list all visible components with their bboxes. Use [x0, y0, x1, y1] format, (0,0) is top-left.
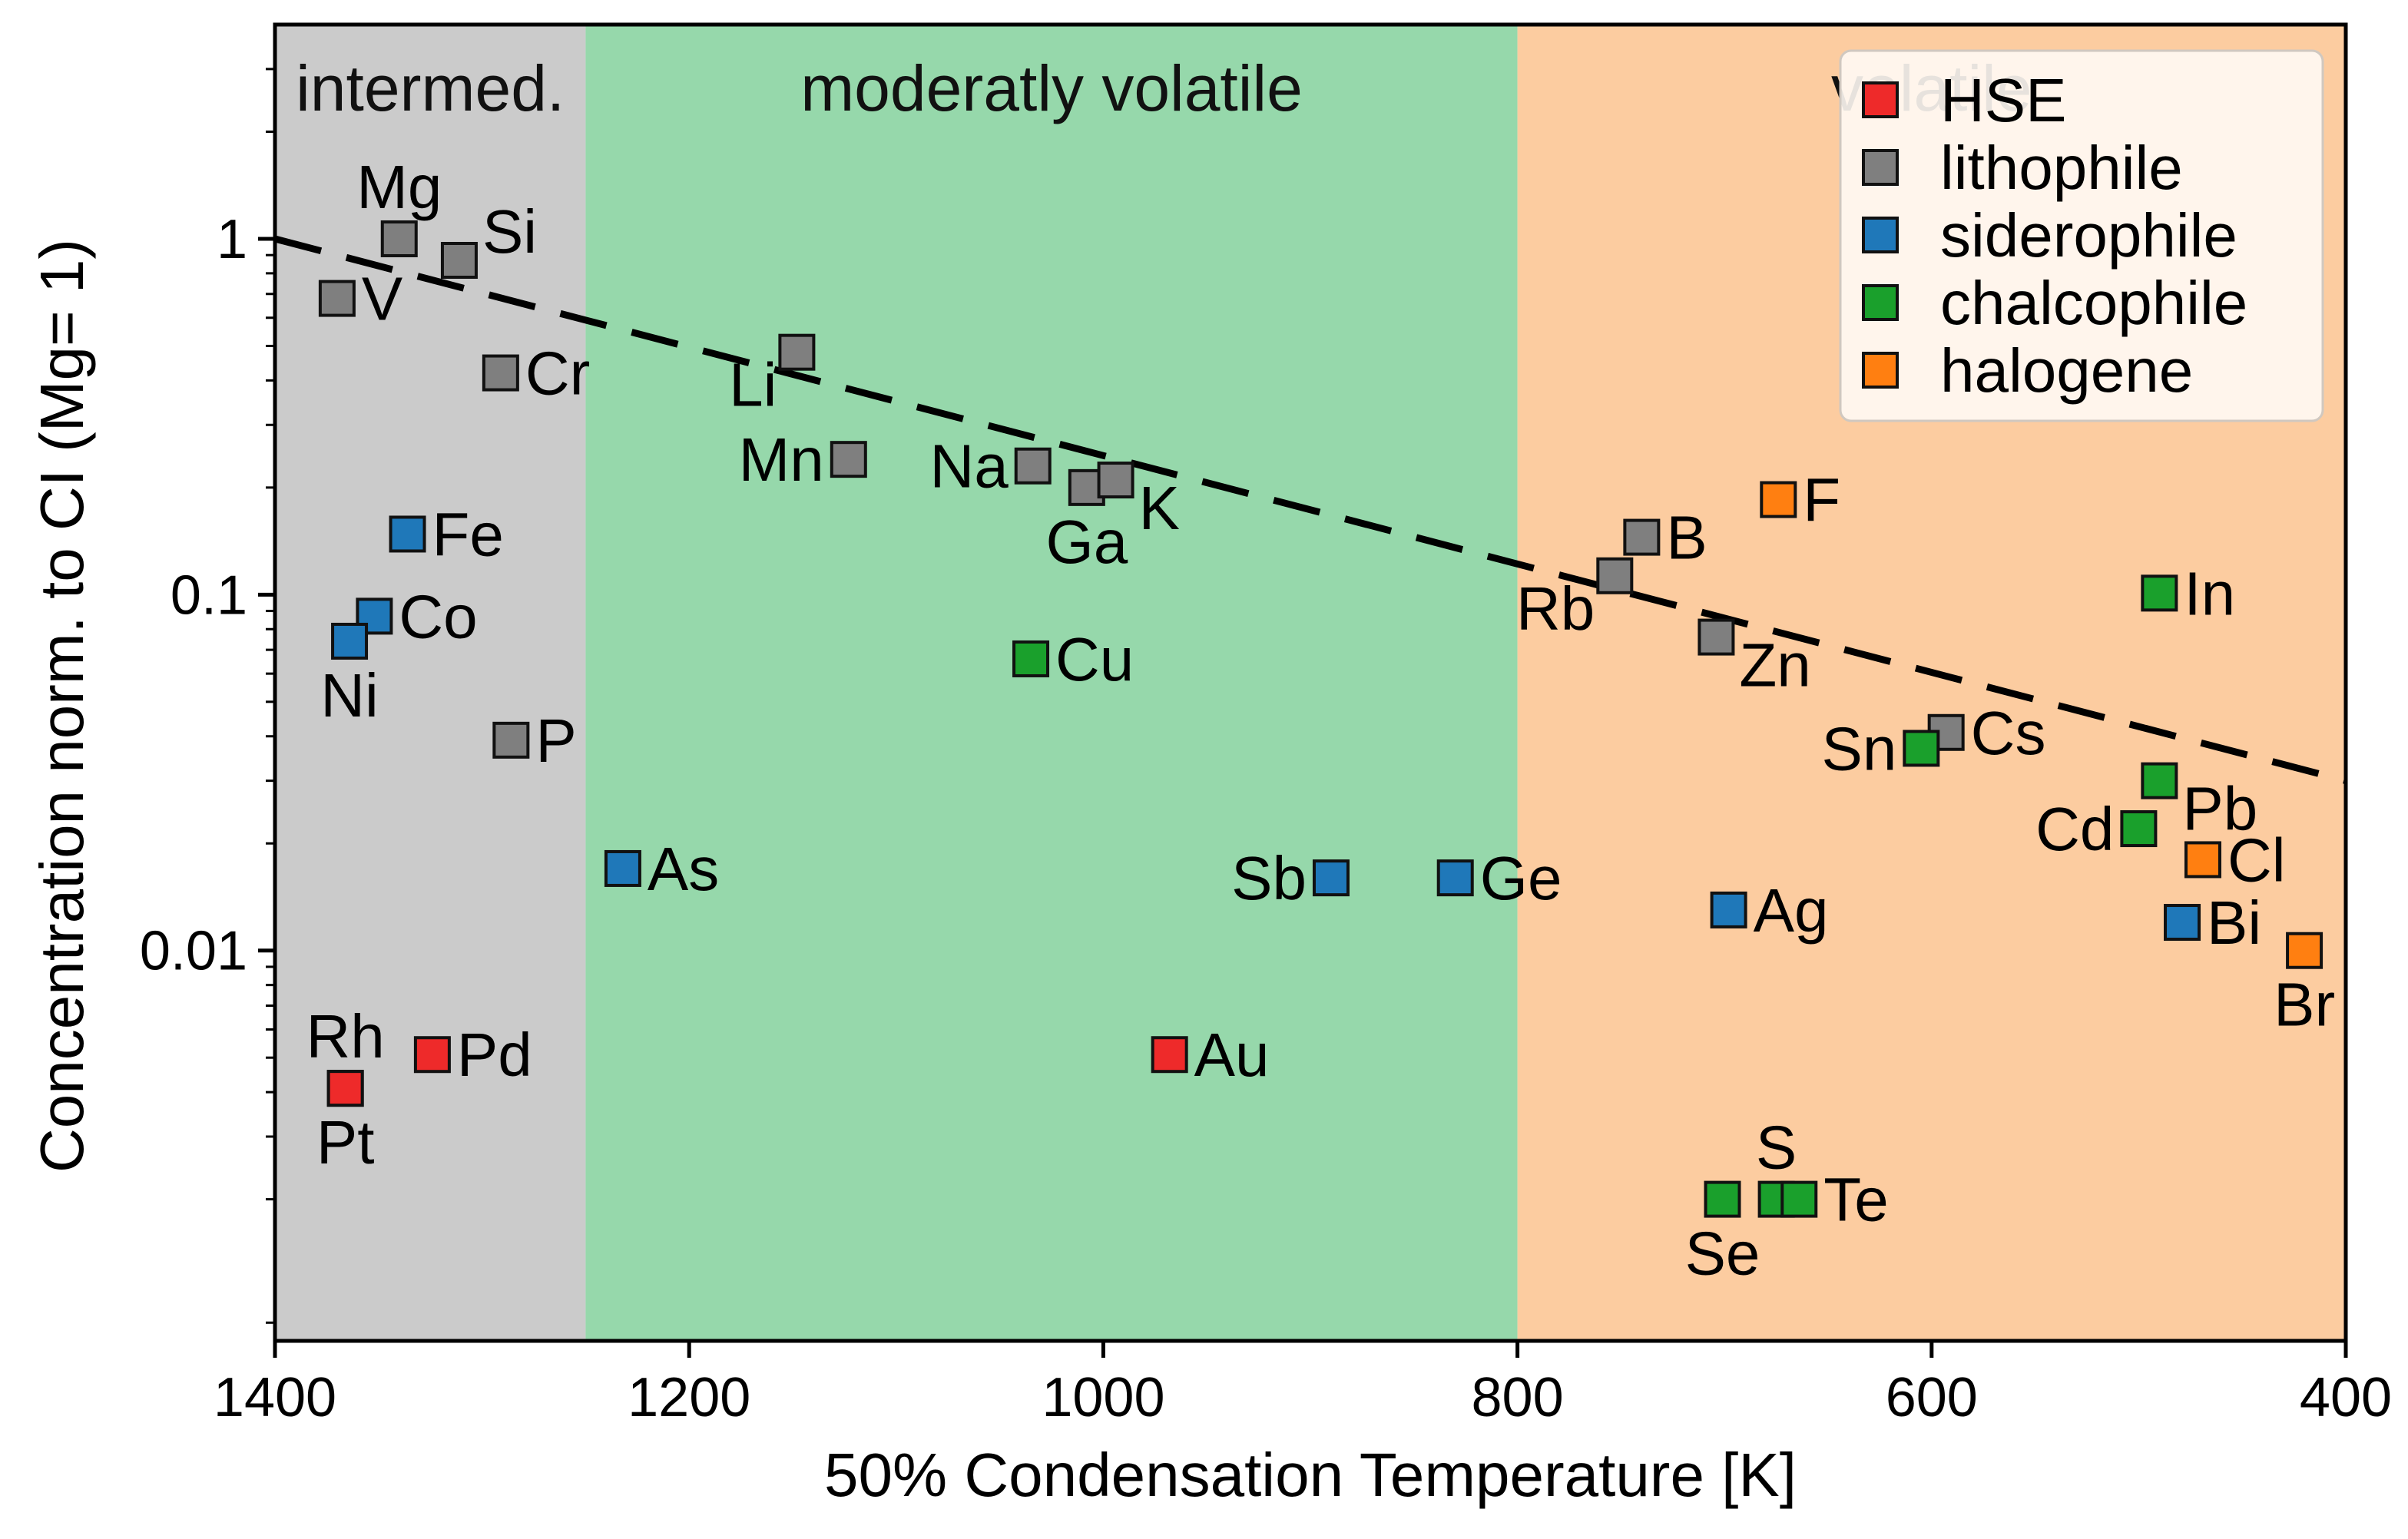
point-label-se: Se: [1685, 1220, 1760, 1288]
point-marker-au: [1153, 1038, 1187, 1071]
point-marker-mn: [832, 442, 866, 476]
point-marker-pd: [416, 1038, 449, 1071]
x-tick-label-3: 800: [1472, 1367, 1564, 1428]
legend: HSElithophilesiderophilechalcophilehalog…: [1840, 51, 2323, 421]
point-label-li: Li: [729, 351, 777, 419]
point-label-bi: Bi: [2207, 889, 2261, 957]
point-label-mg: Mg: [356, 153, 442, 221]
point-marker-te: [1782, 1183, 1816, 1216]
legend-label-lithophile: lithophile: [1940, 134, 2183, 202]
point-label-zn: Zn: [1739, 631, 1810, 700]
point-marker-li: [780, 336, 813, 369]
point-label-ag: Ag: [1754, 876, 1829, 945]
region-label-1: moderatly volatile: [800, 52, 1303, 124]
x-axis-title: 50% Condensation Temperature [K]: [824, 1441, 1797, 1509]
legend-marker-HSE: [1863, 83, 1897, 117]
point-label-v: V: [362, 265, 403, 333]
point-label-au: Au: [1194, 1021, 1270, 1089]
point-marker-pt: [329, 1071, 363, 1105]
point-label-p: P: [535, 707, 576, 775]
legend-label-HSE: HSE: [1940, 66, 2067, 134]
x-axis-ticks: 1400 1200 1000 800 600 400: [214, 1341, 2392, 1428]
x-tick-label-4: 600: [1886, 1367, 1978, 1428]
point-marker-ag: [1712, 893, 1746, 927]
point-label-sb: Sb: [1231, 844, 1307, 912]
point-marker-na: [1016, 449, 1050, 483]
point-marker-bi: [2165, 905, 2199, 939]
point-label-cu: Cu: [1055, 625, 1134, 693]
point-marker-v: [320, 282, 354, 316]
point-label-sn: Sn: [1821, 714, 1896, 783]
point-marker-cd: [2121, 812, 2155, 846]
point-label-f: F: [1803, 466, 1840, 535]
x-tick-label-0: 1400: [214, 1367, 336, 1428]
point-label-cs: Cs: [1971, 699, 2046, 767]
point-label-te: Te: [1823, 1166, 1889, 1234]
point-label-b: B: [1666, 504, 1707, 572]
point-label-ga: Ga: [1045, 508, 1128, 576]
region-label-0: intermed.: [296, 52, 565, 124]
point-marker-p: [494, 723, 528, 757]
legend-label-siderophile: siderophile: [1940, 201, 2237, 270]
point-marker-zn: [1699, 621, 1733, 654]
point-marker-mg: [383, 222, 416, 256]
legend-marker-siderophile: [1863, 218, 1897, 252]
legend-marker-lithophile: [1863, 151, 1897, 184]
point-label-br: Br: [2274, 971, 2335, 1039]
point-marker-in: [2142, 576, 2176, 610]
x-tick-label-1: 1200: [628, 1367, 750, 1428]
point-marker-ge: [1439, 861, 1472, 895]
point-label-fe: Fe: [432, 500, 504, 568]
point-label-mn: Mn: [739, 425, 824, 494]
point-label-ge: Ge: [1480, 844, 1562, 912]
point-marker-f: [1761, 483, 1795, 517]
legend-label-chalcophile: chalcophile: [1940, 269, 2247, 337]
point-label-ni: Ni: [320, 661, 379, 730]
point-marker-ni: [333, 624, 366, 658]
point-label-pt: Pt: [316, 1108, 375, 1177]
point-marker-b: [1625, 521, 1658, 554]
point-marker-sb: [1314, 861, 1348, 895]
point-marker-sn: [1904, 731, 1938, 765]
point-label-k: K: [1139, 474, 1180, 542]
y-tick-label-1: 0.1: [171, 564, 247, 626]
y-axis-ticks: 1 0.1 0.01: [140, 69, 275, 1322]
point-label-na: Na: [929, 432, 1009, 501]
point-label-s: S: [1756, 1114, 1797, 1182]
point-label-si: Si: [482, 197, 537, 266]
point-label-cr: Cr: [525, 339, 590, 408]
x-tick-label-5: 400: [2300, 1367, 2392, 1428]
point-marker-se: [1706, 1183, 1740, 1216]
point-label-pd: Pd: [457, 1021, 532, 1089]
point-marker-cu: [1014, 642, 1048, 676]
point-marker-cl: [2186, 842, 2220, 876]
point-marker-fe: [391, 517, 425, 551]
point-marker-rb: [1598, 559, 1631, 593]
point-label-rh: Rh: [306, 1002, 385, 1071]
point-marker-br: [2287, 934, 2321, 968]
chart: intermed.moderatly volatilevolatile MgSi…: [0, 0, 2408, 1539]
point-marker-as: [606, 852, 640, 885]
y-tick-label-0: 1: [217, 209, 247, 270]
y-tick-label-2: 0.01: [140, 921, 247, 982]
point-label-as: As: [648, 835, 719, 903]
region-1: [585, 25, 1517, 1341]
point-marker-cr: [484, 356, 518, 390]
point-label-cl: Cl: [2227, 826, 2286, 894]
legend-marker-chalcophile: [1863, 286, 1897, 319]
point-marker-k: [1099, 463, 1133, 497]
legend-label-halogene: halogene: [1940, 336, 2193, 405]
point-label-in: In: [2184, 559, 2235, 627]
y-axis-title: Concentration norm. to CI (Mg= 1): [28, 239, 96, 1173]
point-marker-si: [442, 243, 476, 277]
point-label-co: Co: [399, 582, 477, 650]
point-label-cd: Cd: [2035, 795, 2114, 863]
legend-marker-halogene: [1863, 353, 1897, 387]
point-label-rb: Rb: [1516, 574, 1595, 643]
point-marker-pb: [2142, 764, 2176, 798]
x-tick-label-2: 1000: [1042, 1367, 1164, 1428]
